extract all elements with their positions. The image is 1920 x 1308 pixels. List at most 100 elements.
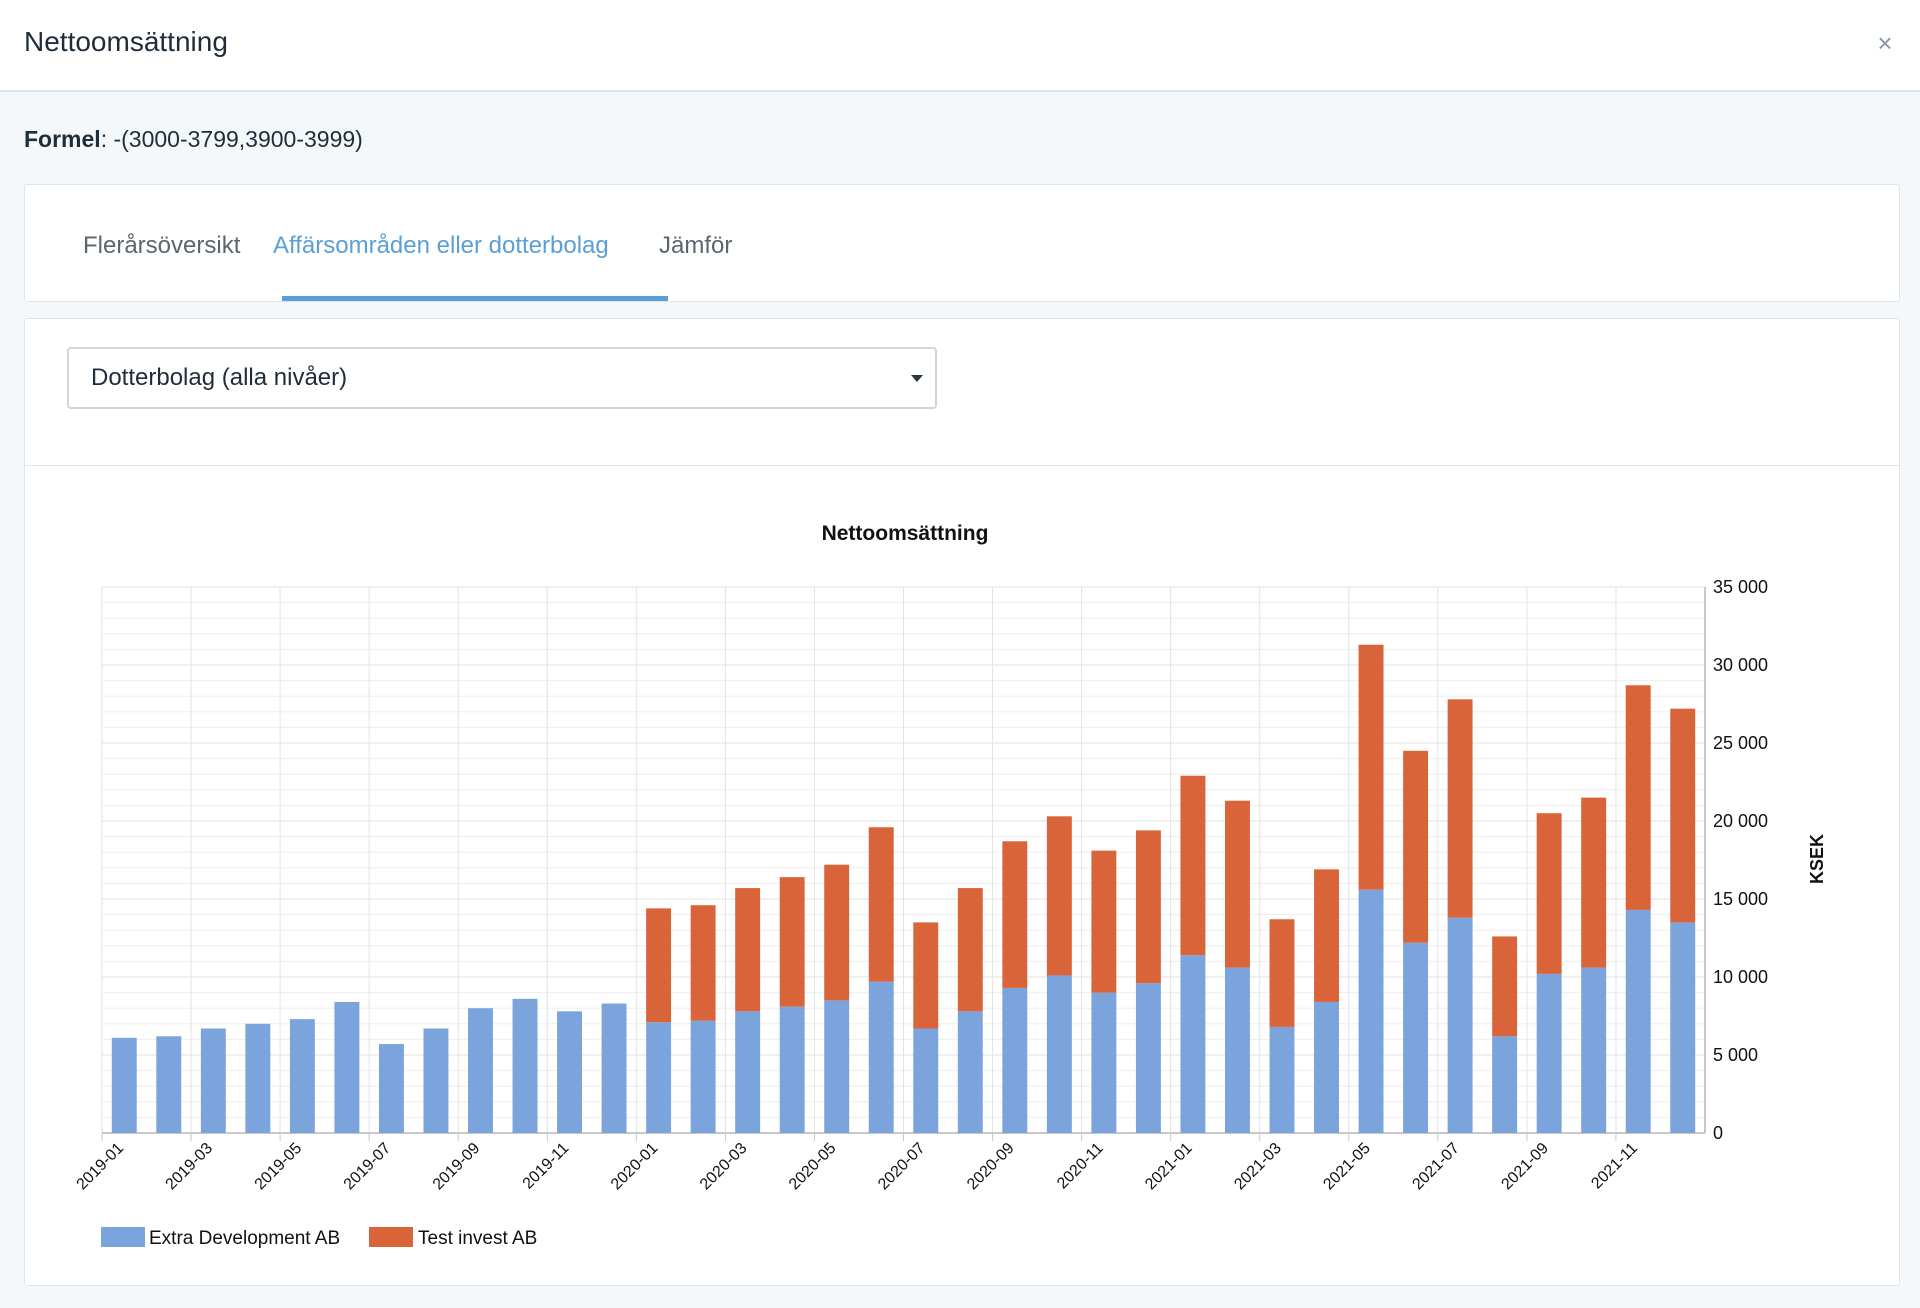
bar-test-invest — [1581, 797, 1607, 968]
modal-title: Nettoomsättning — [24, 26, 228, 57]
tabs-card: Flerårsöversikt Affärsområden eller dott… — [24, 184, 1900, 302]
x-tick-label: 2020-01 — [608, 1140, 662, 1194]
bar-test-invest — [1358, 644, 1384, 890]
bar-extra-development — [1358, 889, 1384, 1133]
bar-extra-development — [1224, 967, 1250, 1133]
y-axis: 0 5 000 10 000 15 000 20 000 25 000 30 000 35 0… — [1713, 577, 1768, 1143]
y-axis-label: KSEK — [1807, 834, 1827, 884]
bar-test-invest — [1492, 936, 1518, 1037]
bar-extra-development — [646, 1022, 672, 1133]
legend-label-extra-development[interactable]: Extra Development AB — [149, 1228, 340, 1249]
bar-test-invest — [1670, 708, 1696, 923]
bar-test-invest — [868, 827, 894, 982]
bar-extra-development — [156, 1036, 182, 1133]
bar-extra-development — [289, 1019, 315, 1133]
formula-value: : -(3000-3799,3900-3999) — [100, 126, 363, 152]
bar-test-invest — [646, 908, 672, 1023]
x-tick-label: 2020-11 — [1054, 1140, 1107, 1193]
bar-test-invest — [690, 905, 716, 1021]
bar-extra-development — [378, 1044, 404, 1133]
y-tick-label: 30 000 — [1713, 655, 1768, 675]
bar-extra-development — [245, 1023, 271, 1133]
tab-affarsomraden[interactable]: Affärsområden eller dotterbolag — [273, 232, 609, 259]
bar-test-invest — [1403, 750, 1429, 943]
x-tick-label: 2021-11 — [1588, 1140, 1641, 1193]
tab-flerarsoversikt[interactable]: Flerårsöversikt — [83, 232, 241, 259]
bar-test-invest — [1625, 685, 1651, 910]
x-tick-label: 2020-07 — [875, 1140, 929, 1194]
y-tick-label: 20 000 — [1713, 811, 1768, 831]
x-tick-label: 2019-11 — [520, 1140, 573, 1193]
bar-test-invest — [1314, 869, 1339, 1002]
legend-swatch-extra-development — [101, 1227, 145, 1247]
bar-extra-development — [1403, 942, 1429, 1133]
bar-test-invest — [735, 888, 761, 1012]
x-tick-label: 2021-09 — [1498, 1140, 1552, 1194]
bar-extra-development — [779, 1006, 805, 1133]
bar-test-invest — [1046, 816, 1072, 976]
chart: Nettoomsättning 0 5 000 10 000 15 000 20 000… — [74, 522, 1827, 1249]
x-tick-label: 2019-01 — [74, 1140, 128, 1194]
bar-extra-development — [1046, 975, 1072, 1133]
formula-label: Formel — [24, 126, 101, 152]
bar-extra-development — [334, 1001, 360, 1133]
bar-extra-development — [1625, 909, 1651, 1133]
bar-extra-development — [690, 1020, 716, 1133]
bar-test-invest — [1135, 830, 1161, 984]
close-icon[interactable]: × — [1877, 28, 1893, 58]
y-tick-label: 35 000 — [1713, 577, 1768, 597]
bar-extra-development — [468, 1008, 493, 1133]
modal-header: Nettoomsättning × — [0, 0, 1920, 92]
x-axis: 2019-01 2019-03 2019-05 2019-07 2019-09 2019-… — [74, 1133, 1641, 1194]
bar-test-invest — [1091, 850, 1117, 993]
bar-extra-development — [868, 981, 894, 1133]
bar-test-invest — [1536, 813, 1562, 974]
bar-extra-development — [1269, 1026, 1295, 1133]
caret-down-icon — [911, 375, 923, 382]
subsidiary-select[interactable]: Dotterbolag (alla nivåer) — [67, 347, 937, 409]
bar-extra-development — [1670, 922, 1696, 1133]
x-tick-label: 2019-07 — [341, 1140, 395, 1194]
x-tick-label: 2019-03 — [163, 1140, 217, 1194]
bar-extra-development — [1581, 967, 1607, 1133]
chart-bars — [111, 644, 1696, 1133]
x-tick-label: 2021-03 — [1231, 1140, 1285, 1194]
bar-test-invest — [913, 922, 939, 1029]
y-tick-label: 5 000 — [1713, 1045, 1758, 1065]
bar-test-invest — [1269, 919, 1295, 1027]
bar-extra-development — [1447, 917, 1473, 1133]
legend-label-test-invest[interactable]: Test invest AB — [418, 1228, 537, 1249]
bar-test-invest — [824, 864, 850, 1001]
bar-extra-development — [601, 1003, 627, 1133]
legend-swatch-test-invest — [369, 1227, 413, 1247]
bar-extra-development — [1002, 987, 1028, 1133]
y-tick-label: 10 000 — [1713, 967, 1768, 987]
y-tick-label: 25 000 — [1713, 733, 1768, 753]
tab-jamfor[interactable]: Jämför — [659, 232, 733, 259]
bar-extra-development — [957, 1011, 983, 1133]
bar-extra-development — [557, 1011, 583, 1133]
bar-extra-development — [1314, 1001, 1339, 1133]
subsidiary-select-value: Dotterbolag (alla nivåer) — [91, 364, 348, 391]
chart-grid — [101, 586, 1706, 1134]
content-card: Dotterbolag (alla nivåer) Nettoomsättnin… — [24, 318, 1900, 1286]
bar-extra-development — [1492, 1036, 1518, 1133]
bar-extra-development — [1180, 955, 1206, 1133]
bar-test-invest — [1447, 699, 1473, 918]
x-tick-label: 2019-09 — [430, 1140, 484, 1194]
x-tick-label: 2019-05 — [252, 1140, 306, 1194]
x-tick-label: 2020-09 — [964, 1140, 1018, 1194]
bar-extra-development — [111, 1037, 137, 1133]
bar-test-invest — [1180, 775, 1206, 956]
x-tick-label: 2021-07 — [1409, 1140, 1463, 1194]
bar-test-invest — [1224, 800, 1250, 968]
bar-test-invest — [957, 888, 983, 1012]
bar-extra-development — [1135, 983, 1161, 1133]
x-tick-label: 2020-03 — [697, 1140, 751, 1194]
divider — [25, 465, 1899, 466]
x-tick-label: 2020-05 — [786, 1140, 840, 1194]
legend: Extra Development AB Test invest AB — [101, 1227, 537, 1249]
bar-extra-development — [423, 1028, 449, 1133]
bar-extra-development — [200, 1028, 226, 1133]
bar-test-invest — [1002, 841, 1028, 988]
